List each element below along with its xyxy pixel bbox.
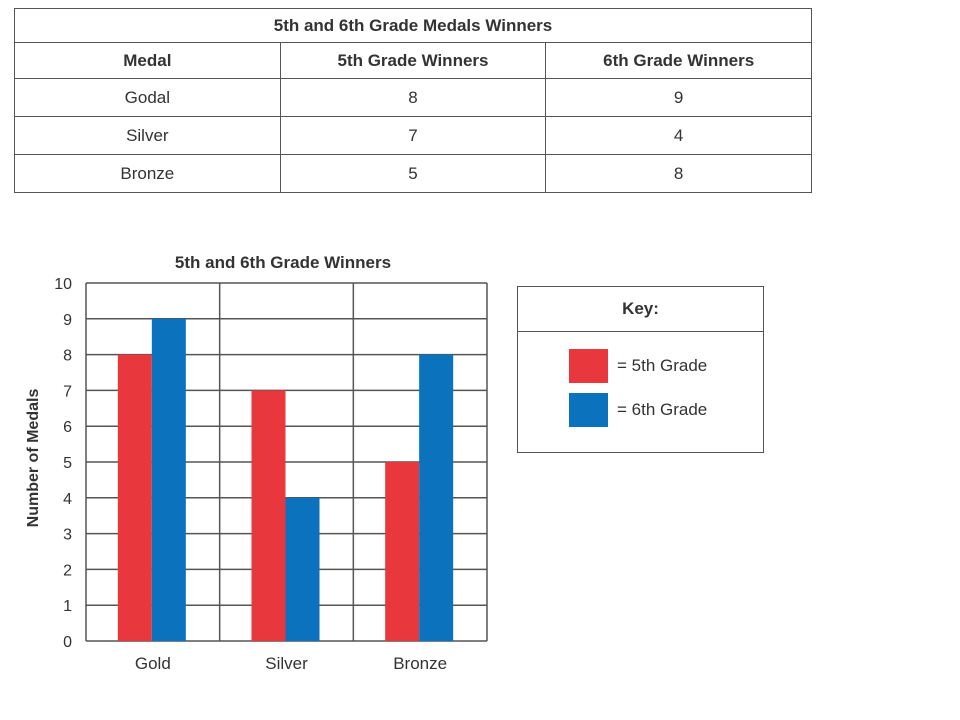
table-title-row: 5th and 6th Grade Medals Winners [14,8,812,43]
y-tick-label: 6 [63,419,72,436]
table-header-row: Medal 5th Grade Winners 6th Grade Winner… [14,42,812,79]
table-cell: 7 [279,116,547,155]
table-cell: 8 [545,154,812,193]
table-row: Silver 7 4 [14,116,812,155]
key-swatch-blue [569,393,608,427]
bar-silver-6th [285,497,320,641]
x-tick-label: Gold [135,654,171,673]
key-item-5th-grade: = 5th Grade [569,349,707,383]
table-row: Godal 8 9 [14,78,812,117]
axis-labels: 0 1 2 3 4 5 6 7 8 9 10 Gold Silver Bronze [54,276,447,673]
y-axis-label: Number of Medals [25,389,42,528]
key-swatch-red [569,349,608,383]
x-tick-label: Silver [265,654,308,673]
y-tick-label: 9 [63,312,72,329]
y-tick-label: 10 [54,276,72,293]
y-tick-label: 3 [63,527,72,544]
table-cell: Silver [14,116,281,155]
column-header-medal: Medal [14,42,281,79]
table-title: 5th and 6th Grade Medals Winners [14,8,812,43]
bar-bronze-6th [419,354,454,641]
y-tick-label: 7 [63,383,72,400]
x-tick-label: Bronze [393,654,447,673]
key-title: Key: [518,287,763,332]
y-tick-label: 2 [63,562,72,579]
key-label: = 6th Grade [617,400,708,419]
chart-title: 5th and 6th Grade Winners [175,253,391,272]
y-tick-label: 5 [63,455,72,472]
y-tick-label: 4 [63,491,72,508]
y-tick-label: 8 [63,348,72,365]
column-header-6th-grade: 6th Grade Winners [545,42,812,79]
table-row: Bronze 5 8 [14,154,812,193]
y-tick-label: 1 [63,598,72,615]
bars [117,318,454,641]
key-label: = 5th Grade [617,356,708,375]
bar-silver-5th [251,390,286,641]
y-tick-label: 0 [63,634,72,651]
bar-gold-5th [117,354,152,641]
table-cell: Bronze [14,154,281,193]
medal-table: 5th and 6th Grade Medals Winners Medal 5… [14,8,812,193]
bar-bronze-5th [385,462,420,641]
key-item-6th-grade: = 6th Grade [569,393,707,427]
chart-key: Key: = 5th Grade = 6th Grade [517,286,764,453]
table-cell: 9 [545,78,812,117]
bar-gold-6th [151,318,186,641]
table-cell: 5 [279,154,547,193]
table-cell: 4 [545,116,812,155]
